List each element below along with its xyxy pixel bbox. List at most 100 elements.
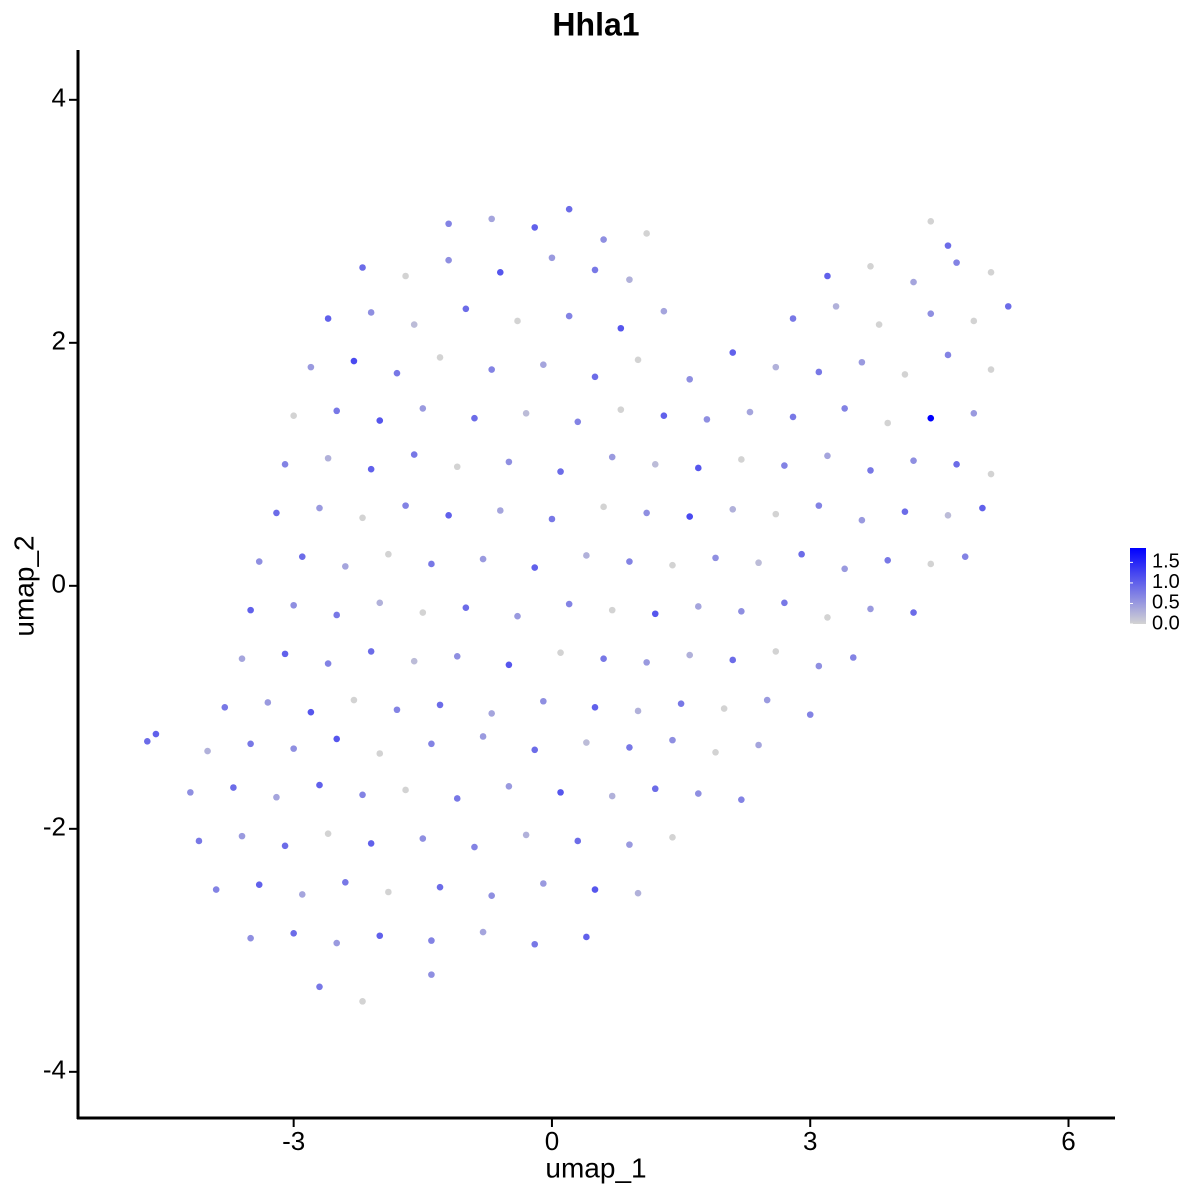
point	[333, 611, 341, 619]
chart-title: Hhla1	[552, 6, 639, 42]
point	[307, 363, 315, 371]
colorbar-tick-label: 1.5	[1152, 551, 1180, 573]
point	[333, 407, 341, 415]
point	[626, 744, 633, 751]
point	[651, 461, 659, 468]
point	[626, 276, 633, 283]
point	[419, 835, 427, 842]
point	[204, 747, 211, 755]
point	[316, 781, 323, 789]
point	[350, 357, 358, 365]
point	[953, 461, 960, 468]
colorbar	[1130, 548, 1146, 624]
x-tick-label: 6	[1061, 1126, 1075, 1156]
point	[488, 215, 495, 223]
point	[695, 464, 702, 472]
point	[324, 315, 332, 322]
point	[867, 467, 874, 474]
point	[738, 608, 745, 615]
point	[669, 561, 676, 569]
point	[755, 741, 762, 749]
point	[961, 553, 969, 560]
point	[927, 414, 935, 422]
point	[307, 708, 315, 716]
point	[187, 789, 194, 796]
point	[755, 559, 762, 567]
point	[574, 418, 582, 426]
point	[548, 254, 556, 262]
point	[884, 419, 892, 427]
point	[385, 888, 392, 896]
point	[824, 452, 831, 460]
point	[505, 661, 513, 669]
point	[600, 236, 607, 243]
point	[944, 351, 952, 359]
point	[531, 564, 539, 571]
point	[540, 361, 547, 368]
point	[927, 560, 935, 568]
point	[350, 696, 358, 704]
point	[376, 750, 384, 757]
point	[643, 659, 650, 666]
point	[557, 468, 564, 475]
point	[342, 878, 349, 886]
point	[626, 558, 633, 565]
point	[436, 354, 444, 361]
x-tick-label: 3	[803, 1126, 817, 1156]
point	[910, 457, 917, 464]
point	[720, 705, 728, 712]
y-tick-label: 0	[52, 569, 66, 599]
point	[281, 650, 289, 658]
point	[342, 563, 349, 570]
point	[540, 880, 547, 887]
point	[195, 837, 203, 845]
point	[824, 272, 831, 280]
point	[144, 738, 151, 745]
point	[479, 733, 487, 740]
point	[152, 730, 160, 738]
point	[858, 358, 866, 366]
point	[514, 317, 521, 325]
point	[927, 218, 935, 225]
point	[290, 412, 297, 420]
point	[583, 552, 590, 559]
point	[316, 504, 323, 512]
point	[376, 599, 384, 607]
point	[436, 701, 444, 709]
point	[453, 652, 461, 660]
y-tick-label: -4	[43, 1055, 66, 1085]
point	[565, 205, 573, 213]
point	[712, 748, 719, 756]
point	[651, 785, 659, 793]
point	[617, 406, 625, 413]
point	[660, 307, 668, 315]
point	[798, 550, 805, 558]
point	[333, 735, 341, 743]
point	[591, 373, 599, 381]
point	[393, 369, 401, 377]
point	[781, 462, 788, 469]
point	[479, 928, 487, 936]
point	[359, 264, 366, 271]
point	[660, 412, 668, 420]
point	[867, 262, 874, 270]
point	[230, 784, 237, 791]
point	[496, 269, 504, 276]
point	[548, 515, 556, 523]
x-axis-label: umap_1	[545, 1152, 646, 1183]
point	[333, 939, 341, 947]
point	[488, 366, 495, 373]
point	[574, 837, 582, 845]
point	[695, 603, 702, 610]
point	[212, 886, 220, 893]
point	[264, 699, 272, 706]
point	[488, 710, 495, 717]
point	[367, 465, 375, 473]
point	[729, 349, 737, 356]
point	[669, 834, 676, 841]
point	[781, 599, 788, 607]
point	[298, 891, 306, 898]
point	[428, 971, 435, 978]
point	[772, 363, 780, 371]
point	[410, 451, 418, 458]
